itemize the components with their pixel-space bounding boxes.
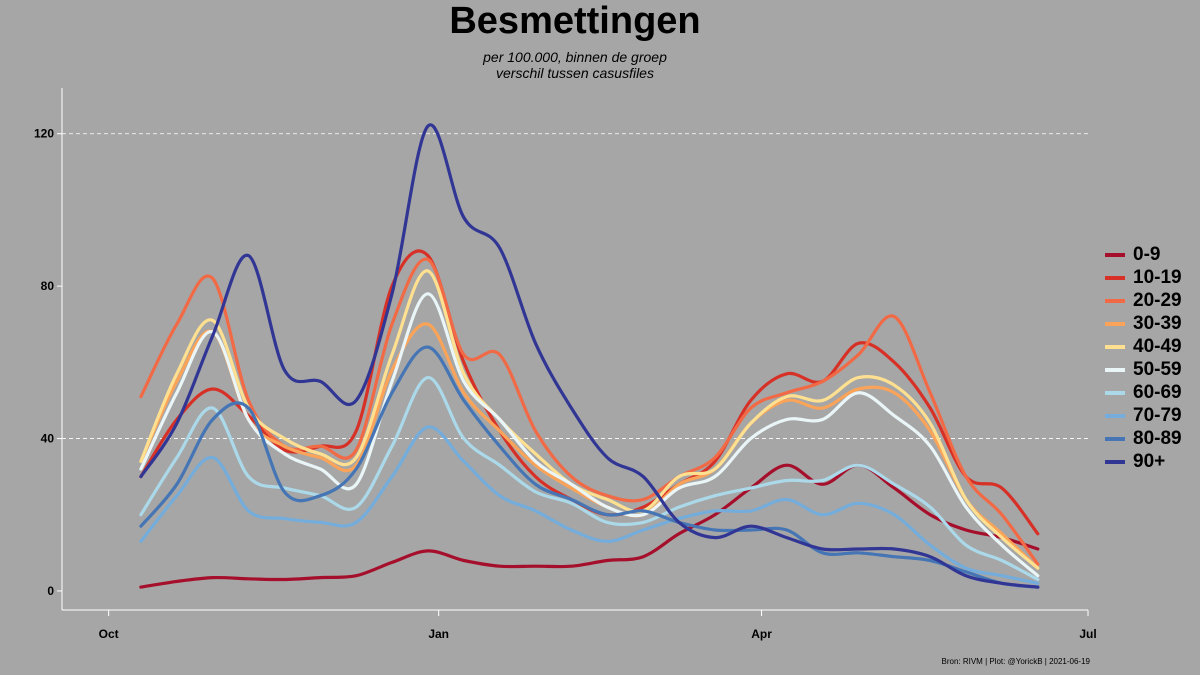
x-tick-label-jan: Jan — [428, 627, 449, 641]
legend-swatch — [1105, 459, 1125, 464]
legend-item-30-39: 30-39 — [1105, 312, 1182, 335]
source-caption: Bron: RIVM | Plot: @YorickB | 2021-06-19 — [941, 657, 1091, 666]
series-line-70-79 — [139, 425, 1040, 585]
x-tick-label-jul: Jul — [1079, 627, 1096, 641]
legend-item-10-19: 10-19 — [1105, 266, 1182, 289]
legend-swatch — [1105, 298, 1125, 303]
y-tick-label-80: 80 — [41, 279, 55, 293]
legend-item-40-49: 40-49 — [1105, 335, 1182, 358]
legend-item-80-89: 80-89 — [1105, 427, 1182, 450]
chart-subtitle: per 100.000, binnen de groep verschil tu… — [0, 49, 1150, 81]
x-tick-label-apr: Apr — [751, 627, 772, 641]
legend-label: 10-19 — [1133, 266, 1182, 288]
series-line-0-9 — [139, 463, 1040, 589]
y-tick-label-120: 120 — [34, 127, 54, 141]
legend-swatch — [1105, 344, 1125, 349]
legend-item-20-29: 20-29 — [1105, 289, 1182, 312]
legend-swatch — [1105, 436, 1125, 441]
legend-label: 60-69 — [1133, 381, 1182, 403]
legend-item-60-69: 60-69 — [1105, 381, 1182, 404]
series-line-90+ — [139, 123, 1040, 589]
legend-item-90+: 90+ — [1105, 450, 1182, 473]
subtitle-line-2: verschil tussen casusfiles — [496, 65, 654, 81]
legend-swatch — [1105, 321, 1125, 326]
legend-label: 50-59 — [1133, 358, 1182, 380]
x-tick-label-oct: Oct — [99, 627, 119, 641]
legend-item-50-59: 50-59 — [1105, 358, 1182, 381]
legend-label: 70-79 — [1133, 404, 1182, 426]
series-line-30-39 — [139, 322, 1040, 570]
legend-swatch — [1105, 367, 1125, 372]
legend-item-70-79: 70-79 — [1105, 404, 1182, 427]
legend-swatch — [1105, 390, 1125, 395]
legend-label: 90+ — [1133, 450, 1166, 472]
series-line-50-59 — [139, 292, 1040, 578]
legend: 0-9 10-19 20-29 30-39 40-49 50-59 60-69 70-79 80… — [1105, 243, 1182, 473]
chart-title: Besmettingen — [449, 0, 701, 42]
series-line-60-69 — [139, 376, 1040, 582]
legend-label: 80-89 — [1133, 427, 1182, 449]
y-tick-label-40: 40 — [41, 432, 55, 446]
y-tick-label-0: 0 — [47, 584, 54, 598]
legend-item-0-9: 0-9 — [1105, 243, 1182, 266]
subtitle-line-1: per 100.000, binnen de groep — [483, 49, 667, 65]
legend-swatch — [1105, 275, 1125, 280]
series-line-40-49 — [139, 269, 1040, 570]
legend-swatch — [1105, 252, 1125, 257]
legend-label: 40-49 — [1133, 335, 1182, 357]
legend-label: 0-9 — [1133, 243, 1161, 265]
legend-label: 30-39 — [1133, 312, 1182, 334]
legend-label: 20-29 — [1133, 289, 1182, 311]
legend-swatch — [1105, 413, 1125, 418]
series-line-80-89 — [139, 345, 1040, 589]
